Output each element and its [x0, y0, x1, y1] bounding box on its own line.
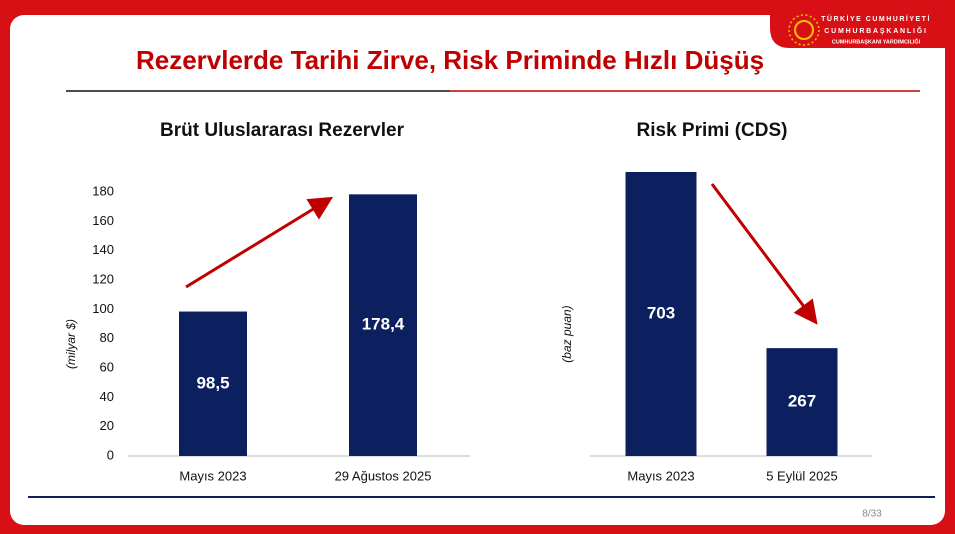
emblem — [788, 14, 820, 46]
y-tick-label: 140 — [92, 242, 114, 257]
logo-text: CUMHURBAŞKANI YARDIMCILIĞI — [832, 37, 921, 45]
bar — [179, 311, 247, 456]
bar — [349, 194, 417, 456]
y-tick-label: 100 — [92, 301, 114, 316]
logo-text: CUMHURBAŞKANLIĞI — [824, 26, 927, 35]
x-tick-label: Mayıs 2023 — [627, 468, 694, 483]
arrow — [185, 196, 334, 289]
bar — [766, 348, 838, 456]
x-tick-label: 29 Ağustos 2025 — [335, 468, 432, 483]
logo-text: TÜRKİYE CUMHURİYETİ — [821, 14, 931, 23]
arrow — [710, 183, 818, 325]
y-tick-label: 180 — [92, 183, 114, 198]
x-tick-label: 5 Eylül 2025 — [766, 468, 838, 483]
y-axis-label: (milyar $) — [64, 319, 78, 369]
chart-title: Risk Primi (CDS) — [637, 120, 788, 141]
y-tick-label: 160 — [92, 213, 114, 228]
y-tick-label: 80 — [100, 330, 114, 345]
logo-band — [770, 0, 955, 48]
y-tick-label: 40 — [100, 389, 114, 404]
y-tick-label: 0 — [107, 447, 114, 462]
value-label: 267 — [788, 392, 816, 411]
value-label: 703 — [647, 303, 675, 322]
y-tick-label: 20 — [100, 418, 114, 433]
slide-title: Rezervlerde Tarihi Zirve, Risk Priminde … — [136, 45, 764, 75]
y-axis-label: (baz puan) — [560, 305, 574, 362]
bar — [625, 172, 697, 456]
y-tick-label: 120 — [92, 271, 114, 286]
page-number: 8/33 — [862, 509, 882, 520]
x-tick-label: Mayıs 2023 — [179, 468, 246, 483]
value-label: 178,4 — [362, 315, 405, 334]
value-label: 98,5 — [196, 373, 229, 392]
chart-title: Brüt Uluslararası Rezervler — [160, 120, 405, 141]
y-tick-label: 60 — [100, 359, 114, 374]
